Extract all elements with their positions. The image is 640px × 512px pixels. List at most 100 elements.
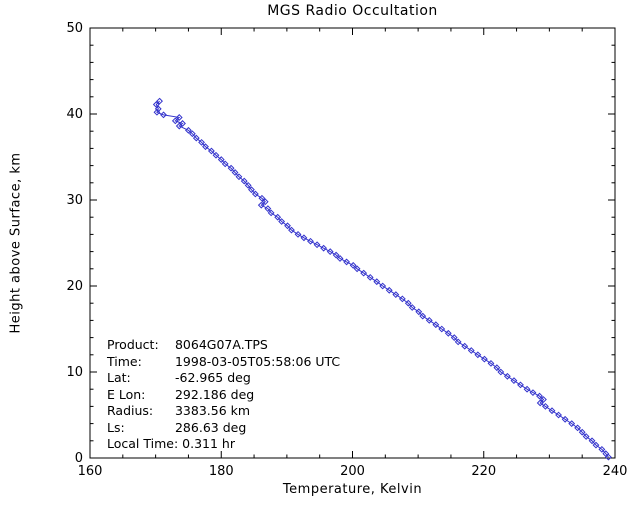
diamond-marker — [474, 351, 482, 359]
annotation-line-product: Product: 8064G07A.TPS — [107, 337, 340, 354]
diamond-marker — [419, 312, 427, 320]
diamond-marker — [503, 372, 511, 380]
annotation-line-time: Time: 1998-03-05T05:58:06 UTC — [107, 354, 340, 371]
diamond-marker — [588, 437, 596, 445]
diamond-marker — [300, 234, 308, 242]
diamond-marker — [536, 392, 543, 400]
annotation-value: 292.186 deg — [174, 386, 255, 402]
annotation-line-radius: Radius: 3383.56 km — [107, 403, 340, 420]
annotation-label: Product: — [107, 337, 159, 352]
diamond-marker — [202, 143, 209, 151]
diamond-marker — [605, 453, 612, 461]
diamond-marker — [487, 359, 495, 367]
y-tick-label: 20 — [66, 279, 83, 294]
x-tick-label: 240 — [603, 464, 628, 479]
diamond-marker — [160, 111, 167, 119]
diamond-marker — [175, 122, 183, 130]
profile-line — [155, 100, 609, 458]
diamond-marker — [438, 325, 446, 333]
diamond-marker — [207, 147, 215, 155]
diamond-marker — [415, 308, 423, 316]
diamond-marker — [578, 428, 586, 436]
diamond-marker — [171, 117, 179, 125]
diamond-marker — [450, 334, 458, 342]
diamond-marker — [336, 255, 344, 262]
diamond-marker — [307, 237, 314, 245]
diamond-marker — [221, 160, 229, 168]
diamond-marker — [349, 261, 357, 269]
diamond-marker — [212, 151, 220, 159]
diamond-marker — [244, 181, 252, 189]
y-tick-label: 0 — [75, 451, 83, 466]
diamond-marker — [598, 445, 606, 453]
diamond-marker — [523, 385, 531, 393]
annotation-value: -62.965 deg — [174, 370, 251, 385]
diamond-marker — [284, 222, 291, 230]
annotation-label: Ls: — [107, 419, 125, 435]
diamond-marker — [360, 269, 368, 277]
diamond-marker — [217, 156, 225, 163]
diamond-marker — [156, 97, 163, 105]
diamond-marker — [326, 248, 334, 256]
x-tick-label: 180 — [209, 464, 234, 479]
diamond-marker — [313, 241, 321, 249]
diamond-marker — [373, 278, 381, 286]
diamond-marker — [398, 295, 406, 303]
diamond-marker — [517, 381, 524, 389]
diamond-marker — [444, 329, 452, 337]
diamond-marker — [192, 134, 200, 142]
annotation-value: 1998-03-05T05:58:06 UTC — [174, 353, 341, 369]
diamond-marker — [251, 190, 259, 198]
diamond-marker — [529, 389, 537, 397]
diamond-marker — [568, 420, 576, 428]
diamond-marker — [425, 316, 433, 324]
x-tick-label: 220 — [471, 464, 496, 479]
diamond-marker — [467, 347, 475, 354]
diamond-marker — [152, 101, 160, 108]
annotation-value: 0.311 hr — [182, 436, 235, 451]
diamond-marker — [231, 169, 239, 176]
annotation-label: Local Time: — [107, 436, 179, 451]
diamond-marker — [175, 114, 183, 121]
diamond-marker — [432, 321, 440, 329]
annotation-value: 8064G07A.TPS — [174, 337, 268, 352]
annotation-label: Lat: — [107, 370, 131, 385]
diamond-marker — [235, 173, 243, 181]
y-axis-label: Height above Surface, km — [8, 152, 24, 334]
diamond-marker — [366, 273, 374, 281]
y-tick-label: 40 — [66, 107, 83, 122]
diamond-marker — [240, 177, 248, 185]
diamond-marker — [497, 368, 505, 376]
diamond-marker — [227, 164, 235, 172]
annotation-label: E Lon: — [107, 386, 146, 402]
annotation-line-localtime: Local Time: 0.311 hr — [107, 436, 340, 453]
diamond-marker — [274, 213, 282, 221]
diamond-marker — [454, 338, 462, 346]
diamond-marker — [480, 355, 488, 363]
diamond-marker — [153, 108, 161, 116]
diamond-marker — [320, 244, 328, 252]
diamond-marker — [185, 126, 192, 134]
diamond-marker — [288, 226, 295, 234]
diamond-marker — [261, 198, 269, 206]
diamond-marker — [343, 258, 351, 266]
diamond-marker — [278, 218, 286, 225]
diamond-marker — [561, 415, 569, 423]
diamond-marker — [198, 138, 205, 146]
y-tick-label: 50 — [66, 21, 83, 36]
annotation-value: 3383.56 km — [174, 403, 251, 418]
diamond-marker — [257, 201, 265, 209]
annotation-line-elon: E Lon: 292.186 deg — [107, 387, 340, 404]
x-tick-label: 200 — [340, 464, 365, 479]
diamond-marker — [385, 286, 393, 294]
annotation-line-ls: Ls: 286.63 deg — [107, 420, 340, 437]
y-tick-label: 10 — [66, 365, 83, 380]
annotation-block: Product: 8064G07A.TPS Time: 1998-03-05T0… — [107, 337, 340, 453]
diamond-marker — [510, 377, 518, 385]
diamond-marker — [461, 342, 469, 350]
diamond-marker — [294, 230, 302, 238]
diamond-marker — [267, 209, 275, 217]
diamond-marker — [258, 194, 266, 202]
chart-title: MGS Radio Occultation — [267, 3, 438, 19]
